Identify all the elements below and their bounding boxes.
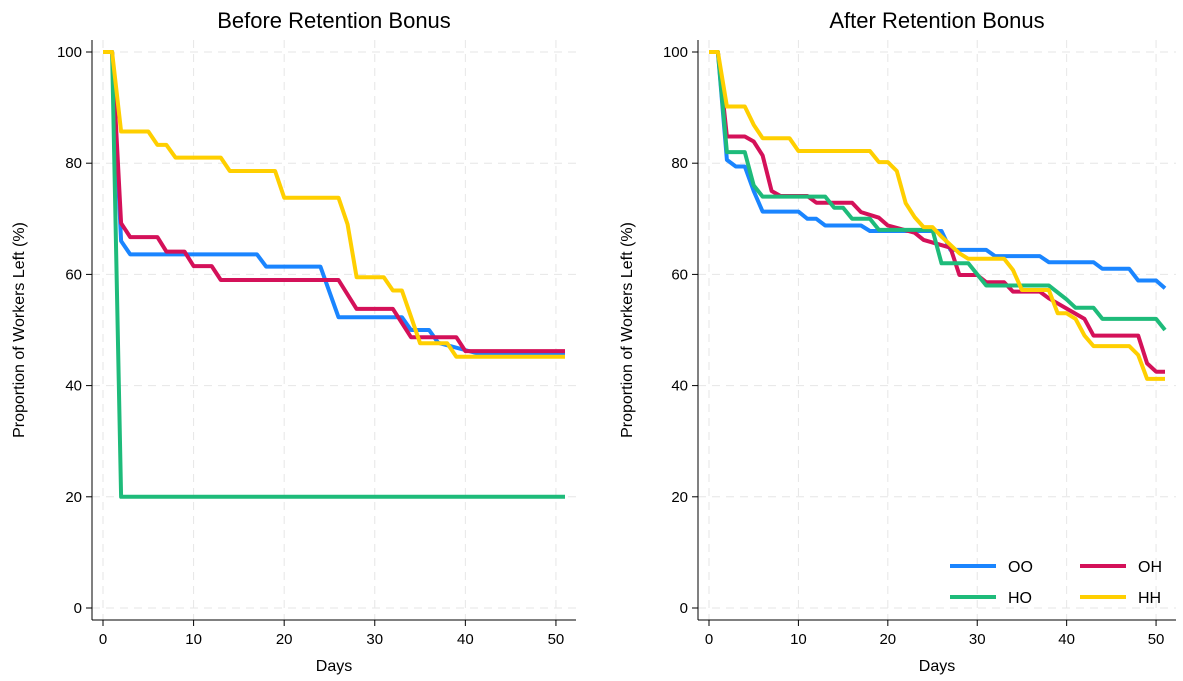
legend-label-oh: OH [1138,559,1162,576]
y-tick-label: 20 [671,489,688,506]
y-tick-label: 20 [65,489,82,506]
x-tick-label: 10 [790,631,807,648]
y-tick-label: 60 [671,266,688,283]
series-line-oo [709,50,1167,290]
y-tick-label: 0 [74,600,82,617]
x-tick-label: 10 [185,631,202,648]
y-tick-label: 100 [57,44,82,61]
series-line-oo [103,50,565,357]
x-tick-label: 40 [457,631,474,648]
series-line-hh [103,50,565,359]
y-tick-label: 40 [671,378,688,395]
series-line-ho [709,50,1167,332]
chart-title: Before Retention Bonus [217,8,451,33]
legend-label-hh: HH [1138,590,1161,607]
y-axis-label: Proportion of Workers Left (%) [11,222,28,438]
x-tick-label: 0 [705,631,713,648]
y-tick-label: 80 [65,155,82,172]
x-tick-label: 20 [276,631,293,648]
x-tick-label: 20 [879,631,896,648]
x-axis-label: Days [919,658,955,675]
x-tick-label: 30 [366,631,383,648]
x-tick-label: 40 [1058,631,1075,648]
series-line-oh [709,50,1165,374]
y-tick-label: 0 [680,600,688,617]
y-tick-label: 100 [663,44,688,61]
y-tick-label: 80 [671,155,688,172]
series-line-hh [709,50,1165,381]
x-tick-label: 50 [1148,631,1165,648]
legend: OO OH HO HH [950,559,1162,607]
series-line-oh [103,50,565,354]
x-tick-label: 30 [969,631,986,648]
x-axis-label: Days [316,658,352,675]
y-tick-label: 40 [65,378,82,395]
legend-label-ho: HO [1008,590,1032,607]
y-axis-label: Proportion of Workers Left (%) [619,222,636,438]
legend-label-oo: OO [1008,559,1033,576]
chart-panel-1: Before Retention Bonus 0 10 20 30 40 50 0 20 40 60… [11,8,576,675]
x-tick-label: 50 [548,631,565,648]
x-tick-label: 0 [99,631,107,648]
chart-panel-2: After Retention Bonus 0 10 20 30 40 50 0 20 40 60 8… [619,8,1176,675]
y-tick-label: 60 [65,266,82,283]
chart-title: After Retention Bonus [829,8,1044,33]
